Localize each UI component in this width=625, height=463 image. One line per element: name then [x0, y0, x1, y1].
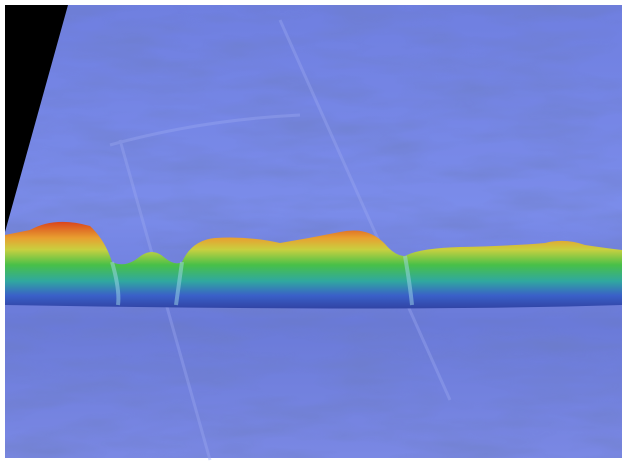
surface-render — [0, 0, 625, 463]
surface-texture — [5, 5, 622, 458]
page — [0, 0, 625, 463]
